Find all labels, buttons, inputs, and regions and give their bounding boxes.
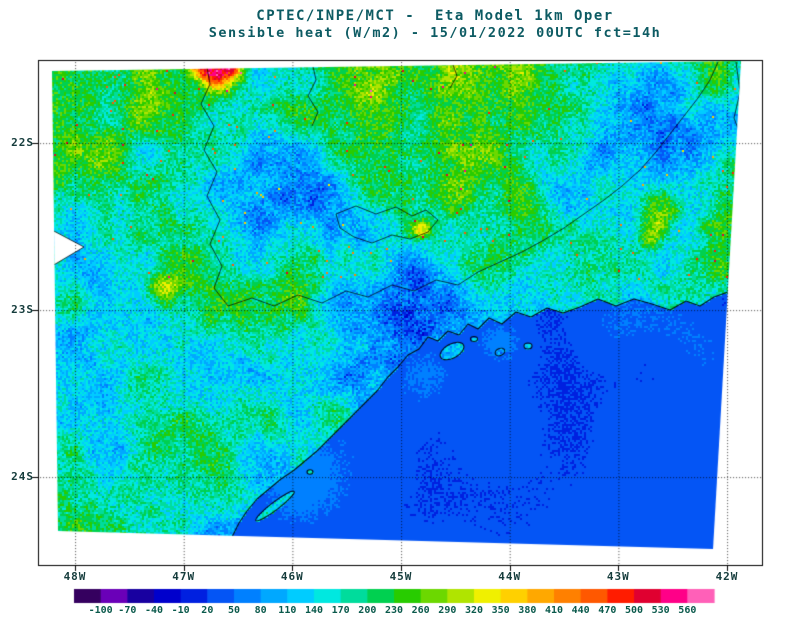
chart-subtitle: Sensible heat (W/m2) - 15/01/2022 00UTC … (208, 25, 662, 41)
chart-title: CPTEC/INPE/MCT - Eta Model 1km Oper (256, 8, 614, 24)
